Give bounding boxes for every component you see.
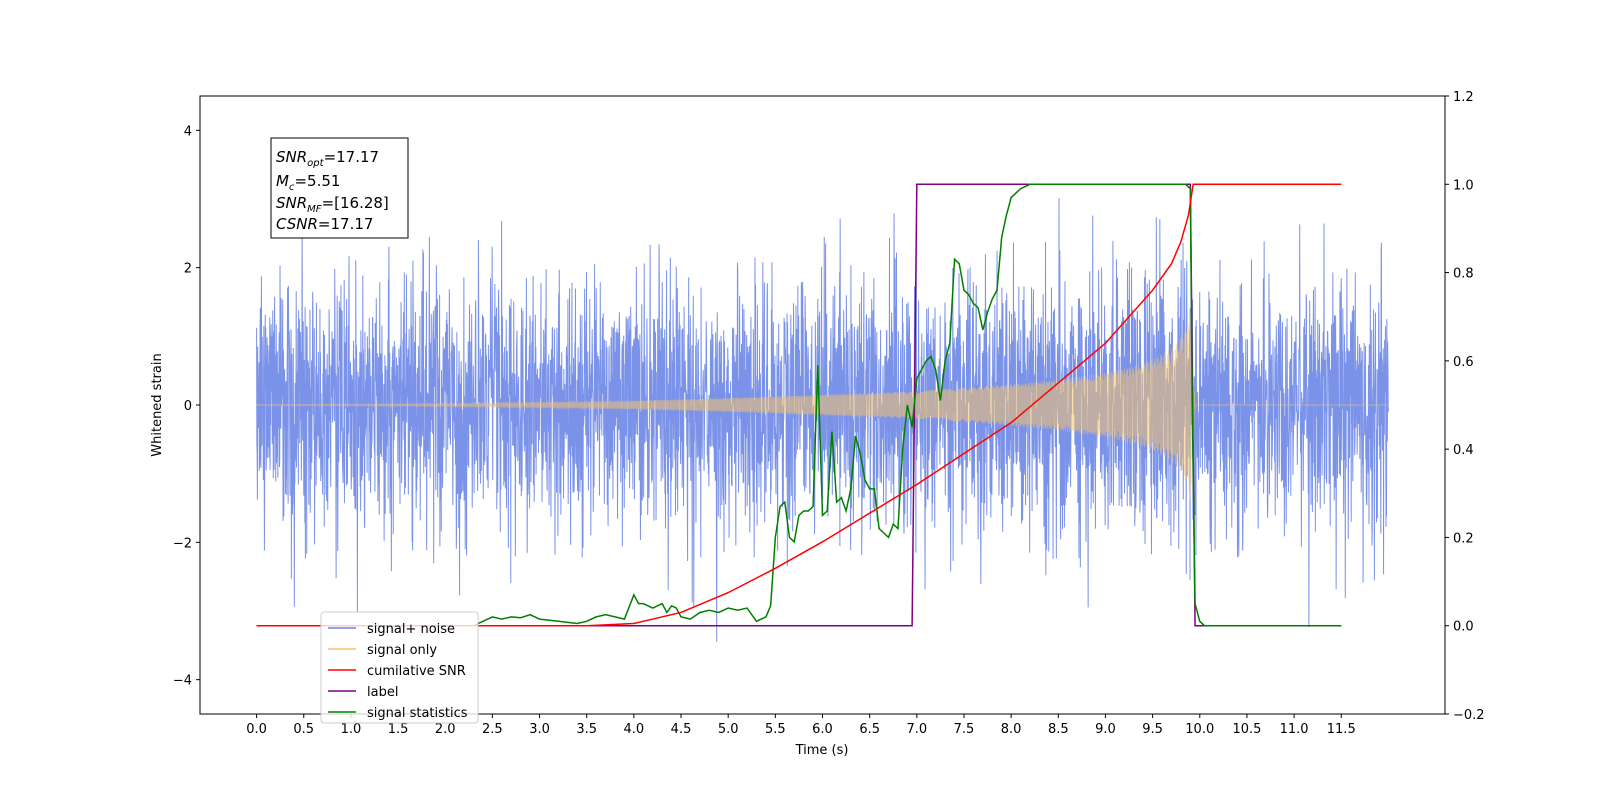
legend-label: label — [367, 685, 398, 700]
x-tick-label: 7.0 — [906, 722, 927, 737]
legend-label: signal+ noise — [367, 622, 455, 637]
x-tick-label: 9.0 — [1095, 722, 1116, 737]
y-axis-label: Whitened strain — [150, 353, 165, 456]
stats-csnr: CSNR=17.17 — [276, 215, 373, 233]
legend: signal+ noise signal only cumilative SNR la… — [320, 611, 479, 724]
x-tick-label: 10.0 — [1185, 722, 1214, 737]
y-right-tick-label: 1.2 — [1453, 90, 1474, 105]
x-tick-label: 0.5 — [293, 722, 314, 737]
stats-snr-opt-sub: opt — [307, 158, 324, 169]
y-right-tick-label: 0.4 — [1453, 443, 1474, 458]
y-right-tick-label: 0.6 — [1453, 355, 1474, 370]
x-tick-label: 0.0 — [246, 722, 267, 737]
stats-annotation-box: SNRopt=17.17 Mc=5.51 SNRMF=[16.28] CSNR=… — [270, 137, 409, 239]
stats-mc-value: =5.51 — [294, 172, 340, 190]
stats-snr-mf-main: SNR — [276, 194, 307, 212]
x-tick-label: 8.5 — [1048, 722, 1069, 737]
legend-label: cumilative SNR — [367, 664, 466, 679]
y-axis-left: 4 2 0 −2 −4 — [173, 124, 200, 689]
x-tick-label: 6.5 — [859, 722, 880, 737]
x-tick-label: 2.0 — [435, 722, 456, 737]
x-tick-label: 11.0 — [1280, 722, 1309, 737]
series-signal-only — [256, 312, 1389, 500]
x-axis-label: Time (s) — [795, 743, 849, 758]
y-left-tick-label: −2 — [173, 536, 192, 551]
x-tick-label: 8.0 — [1001, 722, 1022, 737]
y-right-tick-label: −0.2 — [1453, 708, 1485, 723]
stats-snr-opt-value: =17.17 — [324, 148, 380, 166]
x-tick-label: 1.0 — [341, 722, 362, 737]
y-right-tick-label: 0.2 — [1453, 531, 1474, 546]
stats-csnr-main: CSNR — [276, 215, 318, 233]
stats-snr-opt-main: SNR — [276, 148, 307, 166]
legend-label: signal only — [367, 643, 437, 658]
x-tick-label: 1.5 — [388, 722, 409, 737]
y-axis-right: 1.2 1.0 0.8 0.6 0.4 0.2 0.0 −0.2 — [1445, 90, 1485, 723]
x-tick-label: 3.0 — [529, 722, 550, 737]
legend-label: signal statistics — [367, 706, 468, 721]
y-left-tick-label: 0 — [184, 399, 192, 414]
stats-csnr-value: =17.17 — [318, 215, 374, 233]
x-tick-label: 11.5 — [1327, 722, 1356, 737]
stats-snr-opt: SNRopt=17.17 — [276, 148, 379, 169]
series-cumulative-snr — [256, 183, 1342, 627]
x-tick-label: 5.0 — [718, 722, 739, 737]
stats-snr-mf: SNRMF=[16.28] — [276, 194, 389, 215]
x-tick-label: 2.5 — [482, 722, 503, 737]
y-left-tick-label: −4 — [173, 674, 192, 689]
stats-mc-sub: c — [289, 182, 295, 193]
x-tick-label: 5.5 — [765, 722, 786, 737]
x-axis: 0.0 0.5 1.0 1.5 2.0 2.5 3.0 3.5 4.0 4.5 5.0 5.5 6.0 6… — [246, 714, 1356, 737]
stats-snr-mf-sub: MF — [307, 204, 322, 215]
stats-annotation-frame — [270, 137, 409, 239]
stats-snr-mf-value: =[16.28] — [322, 194, 389, 212]
y-right-tick-label: 1.0 — [1453, 178, 1474, 193]
x-tick-label: 7.5 — [954, 722, 975, 737]
y-left-tick-label: 4 — [184, 124, 192, 139]
x-tick-label: 10.5 — [1232, 722, 1261, 737]
x-tick-label: 4.0 — [624, 722, 645, 737]
y-left-tick-label: 2 — [184, 262, 192, 277]
y-right-tick-label: 0.0 — [1453, 620, 1474, 635]
x-tick-label: 4.5 — [671, 722, 692, 737]
y-right-tick-label: 0.8 — [1453, 267, 1474, 282]
stats-mc-main: M — [276, 172, 289, 190]
x-tick-label: 3.5 — [576, 722, 597, 737]
series-signal-plus-noise — [256, 198, 1389, 642]
series-layer — [256, 183, 1389, 642]
stats-mc: Mc=5.51 — [276, 172, 340, 193]
series-signal-statistics — [256, 183, 1342, 627]
x-tick-label: 6.0 — [812, 722, 833, 737]
x-tick-label: 9.5 — [1142, 722, 1163, 737]
legend-frame — [320, 611, 479, 724]
